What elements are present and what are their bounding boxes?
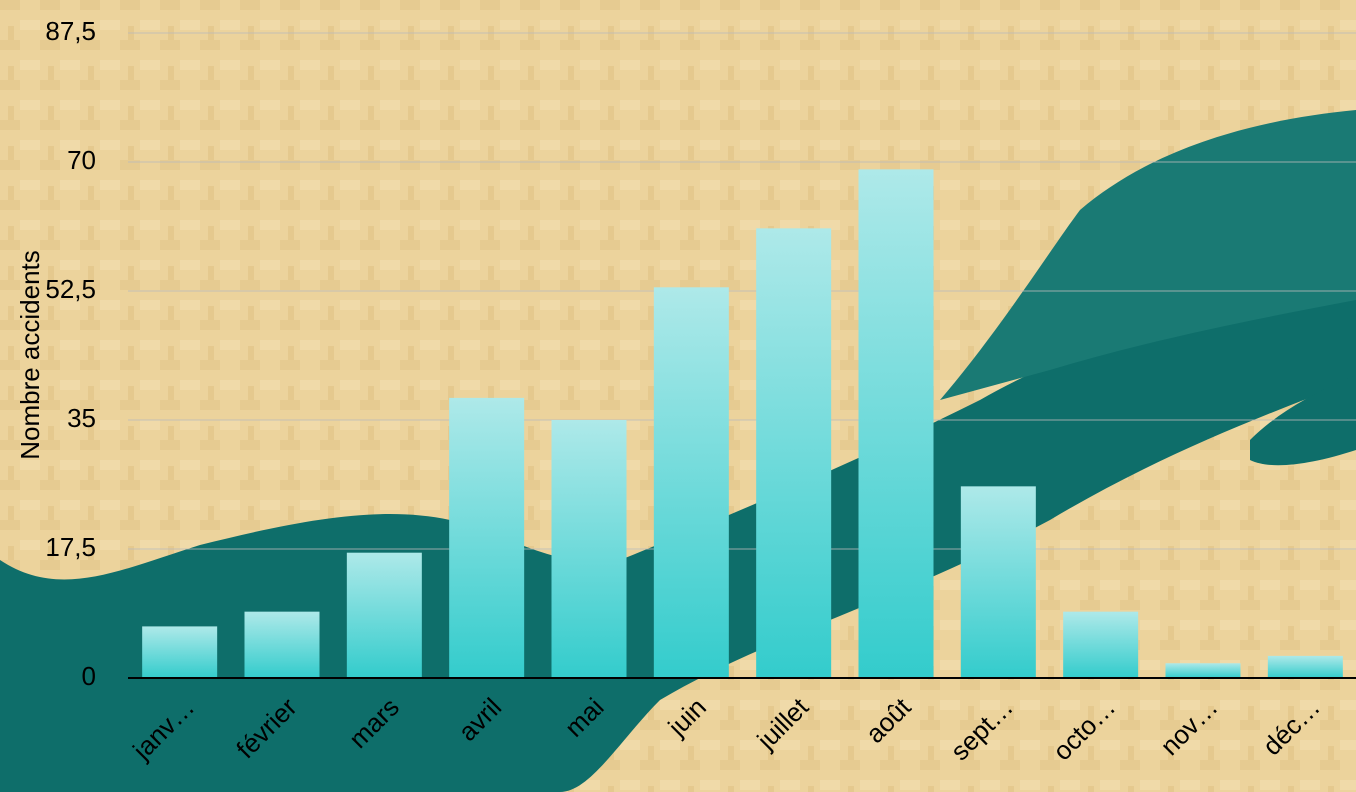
bar xyxy=(653,287,729,678)
decor-hand xyxy=(0,250,1356,792)
bar xyxy=(1267,655,1343,678)
y-tick-label: 0 xyxy=(82,661,96,691)
bar xyxy=(551,420,627,678)
bar xyxy=(449,397,525,678)
y-tick-label: 70 xyxy=(67,145,96,175)
bar xyxy=(346,552,422,678)
bar xyxy=(142,626,218,678)
y-axis-title: Nombre accidents xyxy=(15,250,45,460)
bar xyxy=(960,486,1036,678)
y-tick-label: 52,5 xyxy=(45,274,96,304)
bar xyxy=(244,611,320,678)
bar xyxy=(756,228,832,679)
y-tick-label: 35 xyxy=(67,403,96,433)
y-tick-label: 17,5 xyxy=(45,532,96,562)
decor-hand xyxy=(940,110,1356,400)
bar xyxy=(1063,611,1139,678)
bar xyxy=(1165,663,1241,678)
bar xyxy=(858,169,934,678)
y-tick-label: 87,5 xyxy=(45,16,96,46)
